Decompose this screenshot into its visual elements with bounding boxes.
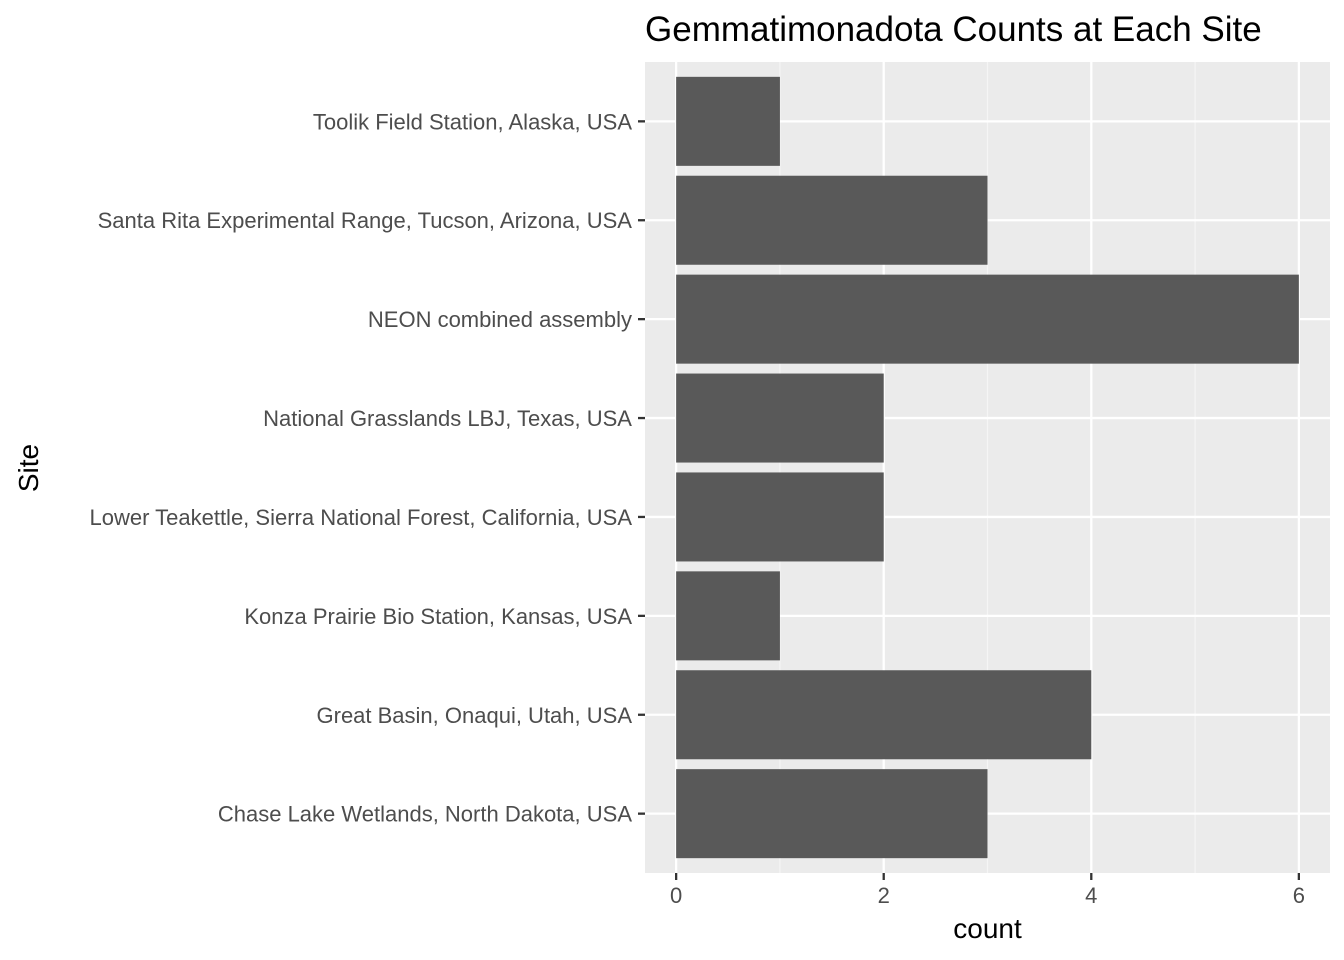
bar (676, 571, 780, 661)
bar (676, 670, 1092, 760)
x-tick-label: 6 (1293, 883, 1305, 908)
x-tick-label: 4 (1085, 883, 1097, 908)
bar (676, 175, 988, 265)
y-axis-title: Site (13, 444, 44, 492)
y-tick-label: NEON combined assembly (368, 307, 632, 332)
chart-title: Gemmatimonadota Counts at Each Site (645, 10, 1262, 49)
y-axis: Chase Lake Wetlands, North Dakota, USA Gr… (89, 109, 645, 827)
x-axis: 0 2 4 6 (670, 873, 1305, 908)
y-tick-label: Lower Teakettle, Sierra National Forest,… (89, 505, 632, 530)
y-tick-label: National Grasslands LBJ, Texas, USA (263, 406, 632, 431)
bar (676, 373, 884, 463)
y-tick-label: Santa Rita Experimental Range, Tucson, A… (98, 208, 633, 233)
bar (676, 76, 780, 166)
bar (676, 274, 1299, 364)
bars (676, 76, 1299, 859)
y-tick-label: Toolik Field Station, Alaska, USA (313, 109, 632, 134)
y-tick-label: Konza Prairie Bio Station, Kansas, USA (244, 604, 632, 629)
bar (676, 472, 884, 562)
x-tick-label: 0 (670, 883, 682, 908)
bar (676, 769, 988, 859)
x-tick-label: 2 (878, 883, 890, 908)
y-tick-label: Great Basin, Onaqui, Utah, USA (317, 703, 633, 728)
x-axis-title: count (953, 913, 1022, 944)
y-tick-label: Chase Lake Wetlands, North Dakota, USA (218, 802, 632, 827)
